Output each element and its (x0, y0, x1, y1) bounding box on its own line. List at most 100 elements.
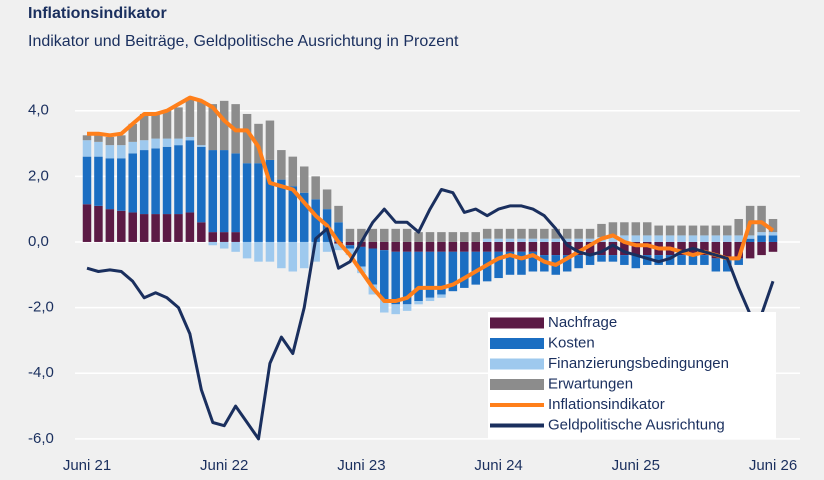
bar (402, 304, 412, 311)
bar (551, 241, 561, 256)
bar (208, 104, 218, 151)
bar (688, 255, 698, 265)
bar (528, 238, 538, 242)
bar (505, 238, 515, 242)
bar (494, 241, 503, 252)
bar (585, 241, 595, 256)
bar (448, 241, 458, 252)
x-tick-label: Juni 21 (63, 457, 111, 474)
bar (562, 255, 572, 272)
bar (425, 232, 435, 242)
bar (608, 235, 618, 242)
bar (368, 241, 378, 249)
bar (700, 225, 709, 236)
bar (231, 241, 240, 252)
bar (322, 241, 332, 252)
line (86, 188, 775, 441)
bar (311, 176, 320, 200)
bar (105, 158, 115, 210)
bar (540, 238, 549, 242)
bar (139, 214, 149, 242)
bar (608, 241, 618, 256)
bar (757, 205, 766, 233)
bar (562, 238, 572, 242)
bar (517, 228, 526, 239)
legend-swatch (490, 358, 544, 370)
x-tick-label: Juni 23 (337, 457, 385, 474)
bar (277, 241, 286, 269)
bar (208, 232, 218, 242)
bar (494, 251, 503, 279)
bar (105, 145, 115, 159)
bar (105, 209, 115, 242)
x-tick-label: Juni 25 (612, 457, 660, 474)
bar (528, 251, 538, 272)
bar (391, 304, 400, 315)
chart-subtitle: Indikator und Beiträge, Geldpolitische A… (28, 33, 459, 50)
bar (505, 228, 515, 239)
bar (82, 156, 92, 205)
legend-swatch (490, 379, 544, 390)
bar (608, 255, 618, 262)
bar (139, 150, 149, 215)
bar (311, 241, 320, 262)
lines (86, 95, 775, 441)
bar (185, 136, 195, 141)
bar (128, 212, 137, 242)
bar (265, 120, 275, 160)
bar (197, 146, 206, 223)
bar (402, 251, 412, 305)
bar (345, 241, 355, 246)
bar (151, 112, 160, 139)
bar (185, 97, 195, 137)
bar (745, 235, 755, 239)
bar (437, 241, 446, 252)
bar (242, 163, 252, 242)
bar (677, 225, 686, 236)
y-tick-label: -4,0 (28, 364, 54, 381)
bar (414, 241, 423, 252)
bar (380, 250, 389, 300)
bar (345, 228, 355, 242)
bar (151, 148, 160, 215)
bar (425, 241, 435, 252)
bar (185, 212, 195, 242)
bar (642, 241, 652, 256)
bar (654, 225, 663, 236)
bar (219, 100, 229, 151)
bar (768, 232, 778, 236)
y-tick-label: 0,0 (28, 233, 49, 250)
bar (471, 241, 480, 252)
bar (299, 241, 309, 269)
bar (174, 138, 183, 146)
bar (711, 241, 721, 259)
bar (700, 235, 709, 242)
bar (768, 241, 778, 252)
bar (482, 238, 492, 242)
bar (391, 241, 400, 252)
bar (391, 251, 400, 305)
bar (551, 228, 561, 239)
bar (128, 123, 137, 142)
bar (471, 232, 480, 242)
bar (437, 232, 446, 242)
bar (608, 222, 618, 236)
bar (597, 255, 606, 262)
bar (723, 241, 732, 259)
bar (242, 241, 252, 259)
bar (597, 241, 606, 256)
bar (402, 241, 412, 252)
bar (197, 222, 206, 242)
bar (494, 238, 503, 242)
bars (82, 97, 778, 315)
bar (505, 241, 515, 252)
bar (334, 222, 343, 242)
bar (117, 145, 126, 159)
bar (185, 140, 195, 213)
legend-label: Geldpolitische Ausrichtung (548, 416, 725, 433)
bar (711, 235, 721, 242)
bar (677, 241, 686, 256)
grid: -6,0 -4,0 -2,0 0,0 2,0 4,0 Juni 21 Juni 22 Juni … (28, 102, 800, 474)
bar (574, 228, 583, 239)
